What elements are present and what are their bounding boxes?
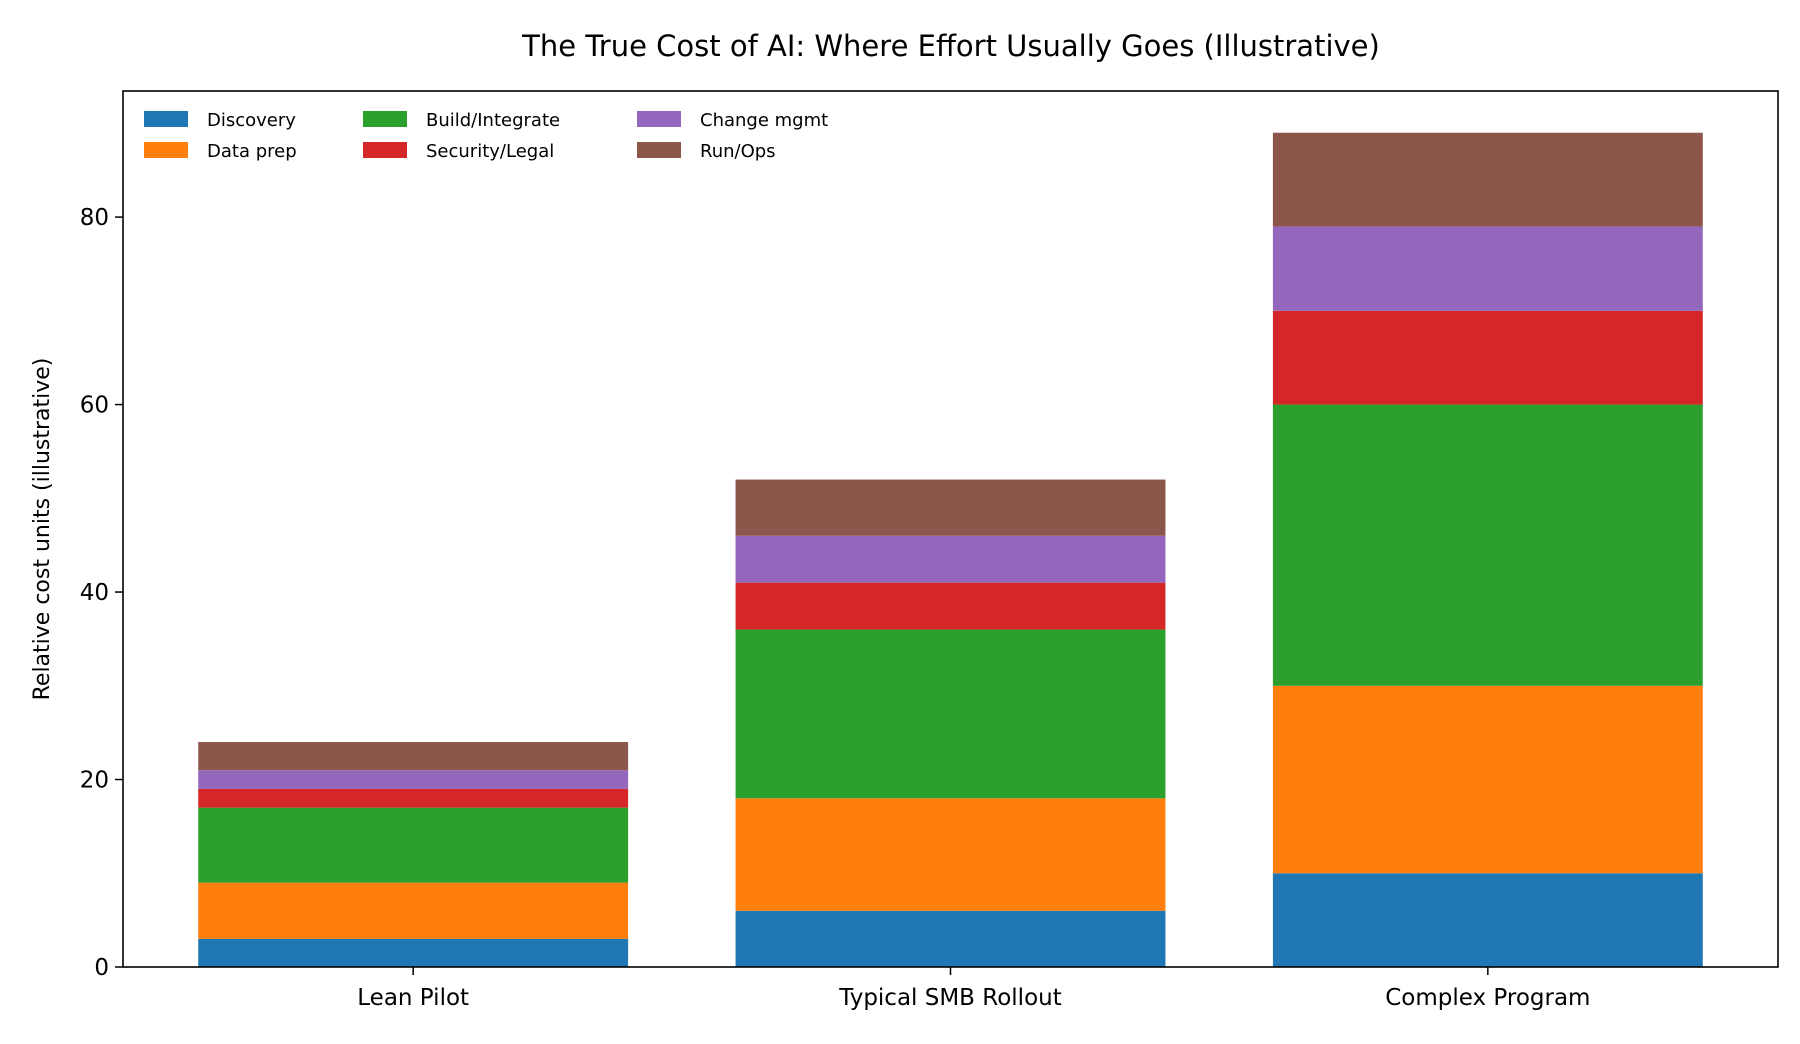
legend-swatch — [363, 111, 407, 127]
bar-segment-discovery-1 — [735, 910, 1166, 967]
axis-ticks: Lean Pilot Typical SMB Rollout Complex Pro… — [80, 205, 1591, 1011]
legend-swatch — [363, 142, 407, 158]
legend: Discovery Data prep Build/Integrate Securit… — [144, 110, 828, 162]
bar-segment-run-ops-2 — [1272, 132, 1703, 227]
bar-segment-change-mgmt-1 — [735, 535, 1166, 583]
y-tick-label: 20 — [80, 768, 109, 794]
bar-segment-run-ops-0 — [198, 742, 629, 771]
axes-frame — [122, 90, 1779, 968]
bar-segment-security-legal-0 — [198, 788, 629, 808]
bar-segment-data-prep-0 — [198, 882, 629, 939]
y-tick-label: 80 — [80, 205, 109, 231]
y-tick-label: 60 — [80, 393, 109, 419]
bars-group — [198, 132, 1703, 967]
legend-swatch — [637, 142, 681, 158]
legend-swatch — [144, 142, 188, 158]
legend-swatch — [144, 111, 188, 127]
legend-label: Security/Legal — [426, 141, 554, 162]
legend-label: Run/Ops — [700, 141, 776, 162]
y-tick-label: 0 — [94, 955, 109, 981]
bar-segment-security-legal-2 — [1272, 310, 1703, 405]
legend-swatch — [637, 111, 681, 127]
bar-segment-data-prep-2 — [1272, 685, 1703, 874]
y-axis-label: Relative cost units (illustrative) — [30, 358, 55, 701]
x-tick-label: Typical SMB Rollout — [838, 985, 1062, 1011]
bar-segment-change-mgmt-2 — [1272, 226, 1703, 311]
y-tick-label: 40 — [80, 580, 109, 606]
bar-segment-discovery-2 — [1272, 873, 1703, 967]
bar-segment-build-integrate-0 — [198, 807, 629, 883]
legend-label: Discovery — [207, 110, 296, 131]
bar-segment-discovery-0 — [198, 938, 629, 967]
bar-segment-data-prep-1 — [735, 798, 1166, 911]
legend-label: Data prep — [207, 141, 297, 162]
bar-segment-change-mgmt-0 — [198, 770, 629, 789]
bar-segment-build-integrate-1 — [735, 629, 1166, 799]
legend-label: Change mgmt — [700, 110, 828, 131]
bar-segment-build-integrate-2 — [1272, 404, 1703, 686]
x-tick-label: Lean Pilot — [357, 985, 469, 1011]
bar-segment-security-legal-1 — [735, 582, 1166, 630]
bar-segment-run-ops-1 — [735, 479, 1166, 536]
legend-label: Build/Integrate — [426, 110, 560, 131]
chart-title: The True Cost of AI: Where Effort Usuall… — [521, 29, 1380, 63]
x-tick-label: Complex Program — [1385, 985, 1590, 1011]
